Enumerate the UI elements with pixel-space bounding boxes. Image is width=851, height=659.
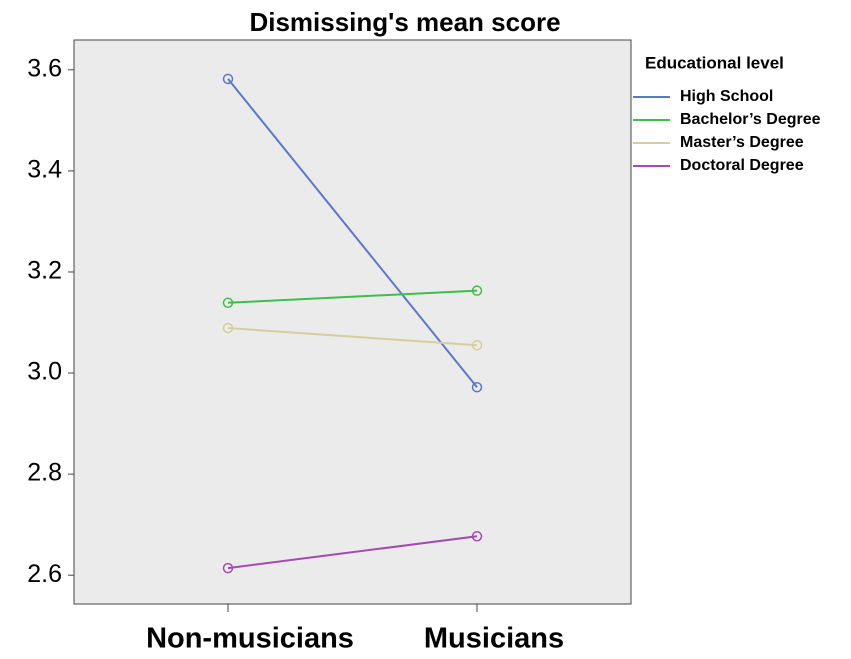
legend-title: Educational level (645, 53, 784, 72)
data-point (222, 562, 234, 574)
series-line (227, 327, 478, 347)
data-point (471, 531, 483, 542)
data-point (222, 297, 234, 309)
y-tick-label: 3.4 (27, 156, 62, 184)
data-point (222, 322, 234, 334)
legend-label: Bachelor’s Degree (680, 111, 821, 128)
data-point (471, 285, 483, 296)
series-line (227, 289, 478, 304)
data-point (471, 339, 483, 351)
x-tick-label: Musicians (424, 623, 564, 655)
plot-area (73, 39, 632, 605)
y-tick-label: 2.8 (27, 459, 62, 487)
series-line (227, 78, 478, 388)
y-tick-label: 2.6 (27, 560, 62, 588)
y-tick-label: 3.0 (27, 358, 62, 386)
y-tick-label: 3.2 (27, 257, 62, 285)
y-tick-label: 3.6 (27, 54, 62, 82)
data-point (222, 73, 234, 85)
legend-label: Doctoral Degree (680, 157, 804, 174)
series-line (227, 535, 478, 570)
legend-label: Master’s Degree (680, 134, 804, 151)
data-point (471, 381, 483, 393)
legend-label: High School (680, 88, 773, 105)
x-tick-label: Non-musicians (146, 623, 354, 655)
chart-title: Dismissing's mean score (249, 7, 560, 37)
